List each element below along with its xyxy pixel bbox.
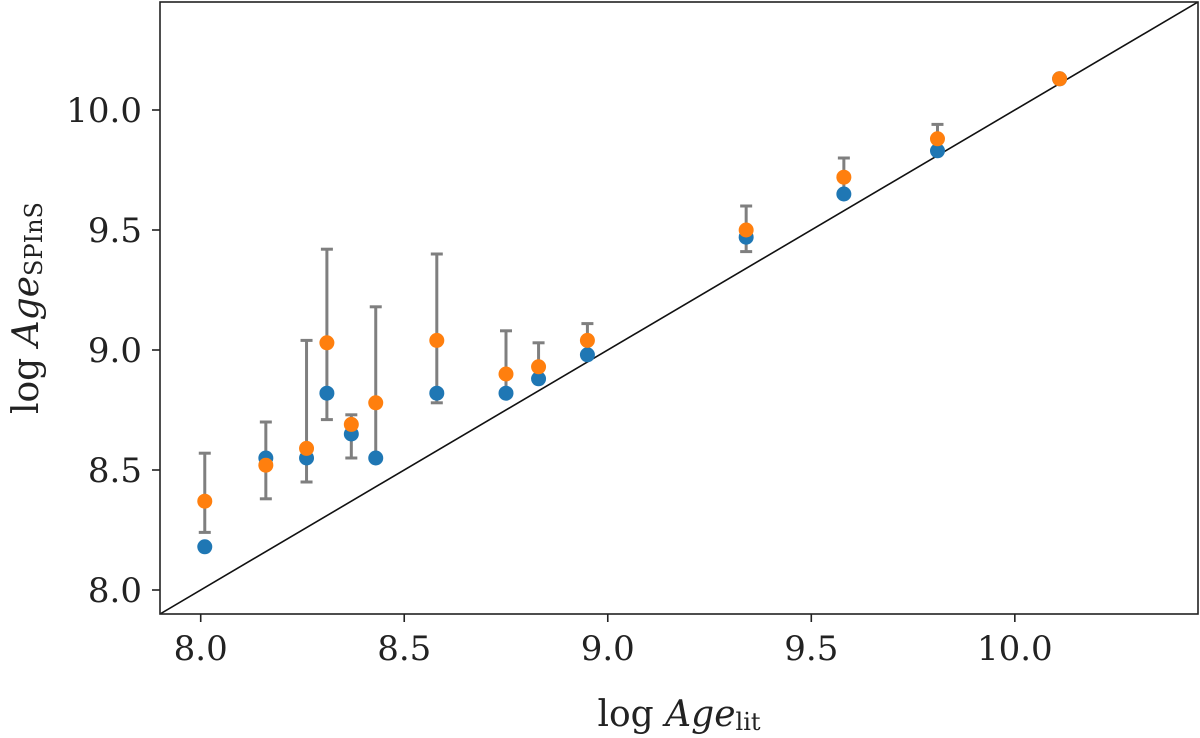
y-tick-label: 9.5 — [88, 211, 142, 251]
series-1 — [197, 71, 1068, 509]
x-tick-label: 8.0 — [174, 629, 228, 669]
data-point — [531, 359, 547, 375]
data-point — [429, 385, 445, 401]
data-point — [343, 416, 359, 432]
data-point — [368, 395, 384, 411]
y-tick-label: 8.5 — [88, 451, 142, 491]
data-point — [929, 143, 945, 159]
data-point — [836, 186, 852, 202]
data-point — [579, 332, 595, 348]
y-tick-label: 8.0 — [88, 571, 142, 611]
y-tick-label: 9.0 — [88, 331, 142, 371]
error-bar — [430, 252, 443, 405]
x-tick-label: 10.0 — [977, 629, 1053, 669]
error-bar — [500, 329, 512, 395]
plot-frame — [159, 1, 1199, 615]
data-point — [299, 440, 315, 456]
y-axis: 8.0 8.5 9.0 9.5 10.0 — [66, 91, 160, 611]
x-axis-label: log Agelit — [597, 694, 760, 736]
data-point — [579, 347, 595, 363]
data-point — [498, 385, 514, 401]
data-point — [319, 385, 335, 401]
data-point — [498, 366, 514, 382]
x-tick-label: 9.0 — [581, 629, 635, 669]
error-bar — [198, 451, 211, 534]
identity-line — [160, 2, 1198, 614]
data-point — [197, 493, 213, 509]
data-point — [929, 131, 945, 147]
data-point — [197, 539, 213, 555]
data-point — [429, 332, 445, 348]
data-point — [738, 222, 754, 238]
y-tick-label: 10.0 — [66, 91, 142, 131]
data-point — [368, 450, 384, 466]
error-bar — [369, 305, 382, 460]
data-point — [258, 457, 274, 473]
data-point — [836, 169, 852, 185]
y-axis-label: log AgeSPInS — [6, 202, 48, 414]
data-point — [531, 371, 547, 387]
data-point — [319, 335, 335, 351]
plot-area — [160, 2, 1198, 614]
data-point — [1052, 71, 1068, 87]
x-tick-label: 8.5 — [377, 629, 431, 669]
x-axis: 8.0 8.5 9.0 9.5 10.0 — [174, 614, 1053, 669]
x-tick-label: 9.5 — [784, 629, 838, 669]
